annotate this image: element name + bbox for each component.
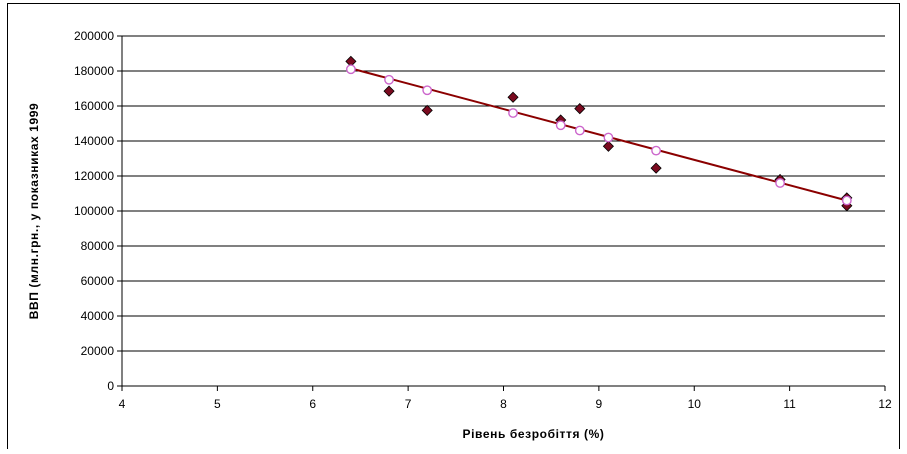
circle-point [775, 178, 785, 188]
y-tick-label: 20000 [81, 344, 115, 358]
diamond-point [602, 140, 614, 152]
y-axis-title: ВВП (млн.грн., у показниках 1999 [27, 103, 41, 320]
x-axis-title: Рівень безробіття (%) [463, 427, 605, 441]
chart-frame: 0 20000 40000 60000 80000 100000 120000 140000 1… [7, 3, 900, 449]
scatter-chart: 0 20000 40000 60000 80000 100000 120000 140000 1… [27, 29, 892, 441]
circle-point [574, 125, 585, 136]
y-tick-label: 200000 [74, 29, 114, 43]
y-tick-label: 80000 [81, 239, 115, 253]
y-tick-label: 180000 [74, 64, 114, 78]
x-tick-label: 4 [119, 397, 126, 411]
diamond-point [650, 162, 662, 174]
y-tick-label: 60000 [81, 274, 115, 288]
y-tick-label: 160000 [74, 99, 114, 113]
y-tick-label: 40000 [81, 309, 115, 323]
x-tick-label: 12 [878, 397, 892, 411]
tick-labels: 0 20000 40000 60000 80000 100000 120000 140000 1… [74, 29, 892, 411]
circle-point [422, 85, 433, 96]
circle-point [841, 195, 852, 206]
x-tick-label: 8 [500, 397, 507, 411]
x-tick-label: 11 [783, 397, 796, 411]
circle-point [345, 64, 356, 75]
x-tick-label: 7 [405, 397, 412, 411]
x-tick-label: 5 [214, 397, 221, 411]
x-tick-label: 6 [309, 397, 316, 411]
diamond-point [507, 91, 519, 103]
diamond-point [421, 104, 433, 116]
axes [117, 35, 886, 391]
circle-point [603, 132, 614, 143]
y-tick-label: 140000 [74, 134, 114, 148]
data-points [345, 55, 853, 212]
trendline [350, 67, 848, 202]
x-tick-label: 10 [688, 397, 702, 411]
circle-point [555, 120, 566, 131]
circle-point [508, 108, 518, 118]
diamond-point [383, 85, 395, 97]
y-tick-label: 100000 [74, 204, 114, 218]
grid-lines [122, 35, 885, 352]
trendline-layer [350, 67, 848, 202]
y-tick-label: 0 [107, 379, 114, 393]
y-tick-label: 120000 [74, 169, 114, 183]
diamond-point [574, 103, 586, 115]
circle-point [651, 145, 661, 156]
x-tick-label: 9 [596, 397, 603, 411]
circle-point [384, 74, 394, 85]
